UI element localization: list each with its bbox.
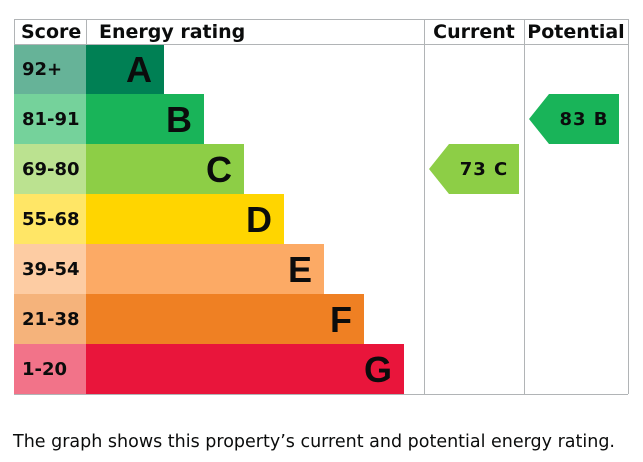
band-bar-b (86, 94, 204, 144)
header-current: Current (433, 21, 515, 43)
score-cell-f (14, 294, 86, 344)
band-bar-e (86, 244, 324, 294)
potential-rating-arrow (529, 94, 619, 144)
band-bar-f (86, 294, 364, 344)
band-letter-c: C (206, 149, 232, 190)
score-range-c: 69-80 (22, 159, 80, 180)
score-range-e: 39-54 (22, 259, 80, 280)
header-score: Score (21, 21, 81, 43)
potential-rating-label: 83 B (559, 109, 608, 130)
score-range-a: 92+ (22, 59, 62, 80)
header-potential: Potential (527, 21, 624, 43)
score-cell-a (14, 44, 86, 94)
header-energy-rating: Energy rating (99, 21, 245, 43)
current-rating-arrow (429, 144, 519, 194)
band-bar-d (86, 194, 284, 244)
band-letter-g: G (364, 349, 392, 390)
score-range-f: 21-38 (22, 309, 80, 330)
band-letter-d: D (246, 199, 272, 240)
score-cell-c (14, 144, 86, 194)
band-bar-g (86, 344, 404, 394)
band-letter-f: F (330, 299, 352, 340)
current-rating-label: 73 C (460, 159, 509, 180)
band-letter-b: B (166, 99, 192, 140)
score-range-d: 55-68 (22, 209, 80, 230)
score-range-b: 81-91 (22, 109, 80, 130)
band-bar-c (86, 144, 244, 194)
score-cell-g (14, 344, 86, 394)
band-letter-e: E (288, 249, 312, 290)
score-cell-e (14, 244, 86, 294)
chart-caption: The graph shows this property’s current … (13, 432, 615, 452)
score-range-g: 1-20 (22, 359, 67, 380)
score-cell-d (14, 194, 86, 244)
band-bar-a (86, 44, 164, 94)
band-letter-a: A (126, 49, 152, 90)
score-cell-b (14, 94, 86, 144)
epc-chart: Score Energy rating Current Potential 92+ A 81… (14, 19, 629, 395)
